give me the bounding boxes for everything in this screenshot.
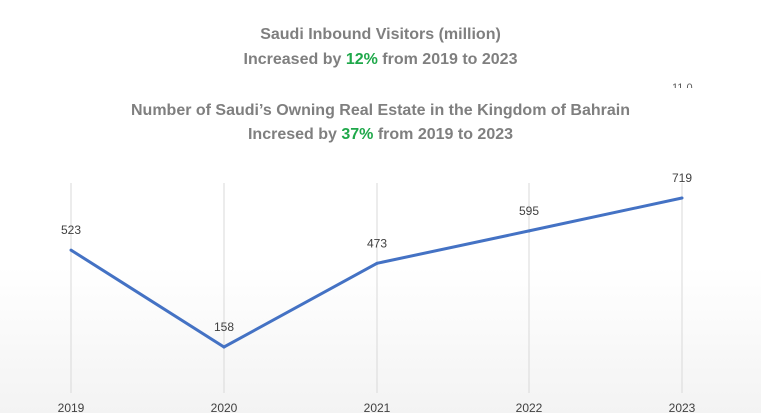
main-chart-panel: Number of Saudi’s Owning Real Estate in … — [0, 88, 761, 413]
top-chart-title: Saudi Inbound Visitors (million) — [260, 26, 501, 43]
main-subtitle-percent: 37% — [341, 126, 374, 143]
x-tick-2023: 2023 — [669, 401, 696, 413]
data-label-2019: 523 — [61, 223, 81, 237]
data-point-2023 — [680, 196, 684, 200]
data-label-2023: 719 — [672, 171, 692, 185]
data-point-2021 — [375, 261, 379, 265]
data-point-2019 — [69, 248, 73, 252]
main-chart-subtitle: Incresed by 37% from 2019 to 2023 — [0, 126, 761, 144]
main-subtitle-pre: Incresed by — [247, 126, 342, 143]
data-point-2020 — [222, 345, 226, 349]
x-tick-2019: 2019 — [58, 401, 85, 413]
data-point-2022 — [527, 229, 531, 233]
top-subtitle-post: from 2019 to 2023 — [377, 51, 518, 68]
data-label-2022: 595 — [519, 204, 539, 218]
top-chart-cropped-label: 11.0 — [672, 82, 693, 88]
top-subtitle-pre: Increased by — [243, 51, 346, 68]
top-subtitle-percent: 12% — [345, 51, 378, 68]
main-chart-title: Number of Saudi’s Owning Real Estate in … — [130, 102, 630, 119]
data-label-2021: 473 — [367, 236, 387, 250]
line-chart: 523 158 473 595 719 2019 2020 2021 2022 2023 — [58, 171, 696, 413]
data-label-2020: 158 — [214, 320, 234, 334]
x-tick-2021: 2021 — [364, 401, 391, 413]
x-tick-2022: 2022 — [516, 401, 543, 413]
x-tick-2020: 2020 — [211, 401, 238, 413]
top-chart-subtitle: Increased by 12% from 2019 to 2023 — [0, 51, 761, 69]
top-chart-panel: Saudi Inbound Visitors (million) Increas… — [0, 0, 761, 88]
main-subtitle-post: from 2019 to 2023 — [373, 126, 514, 143]
